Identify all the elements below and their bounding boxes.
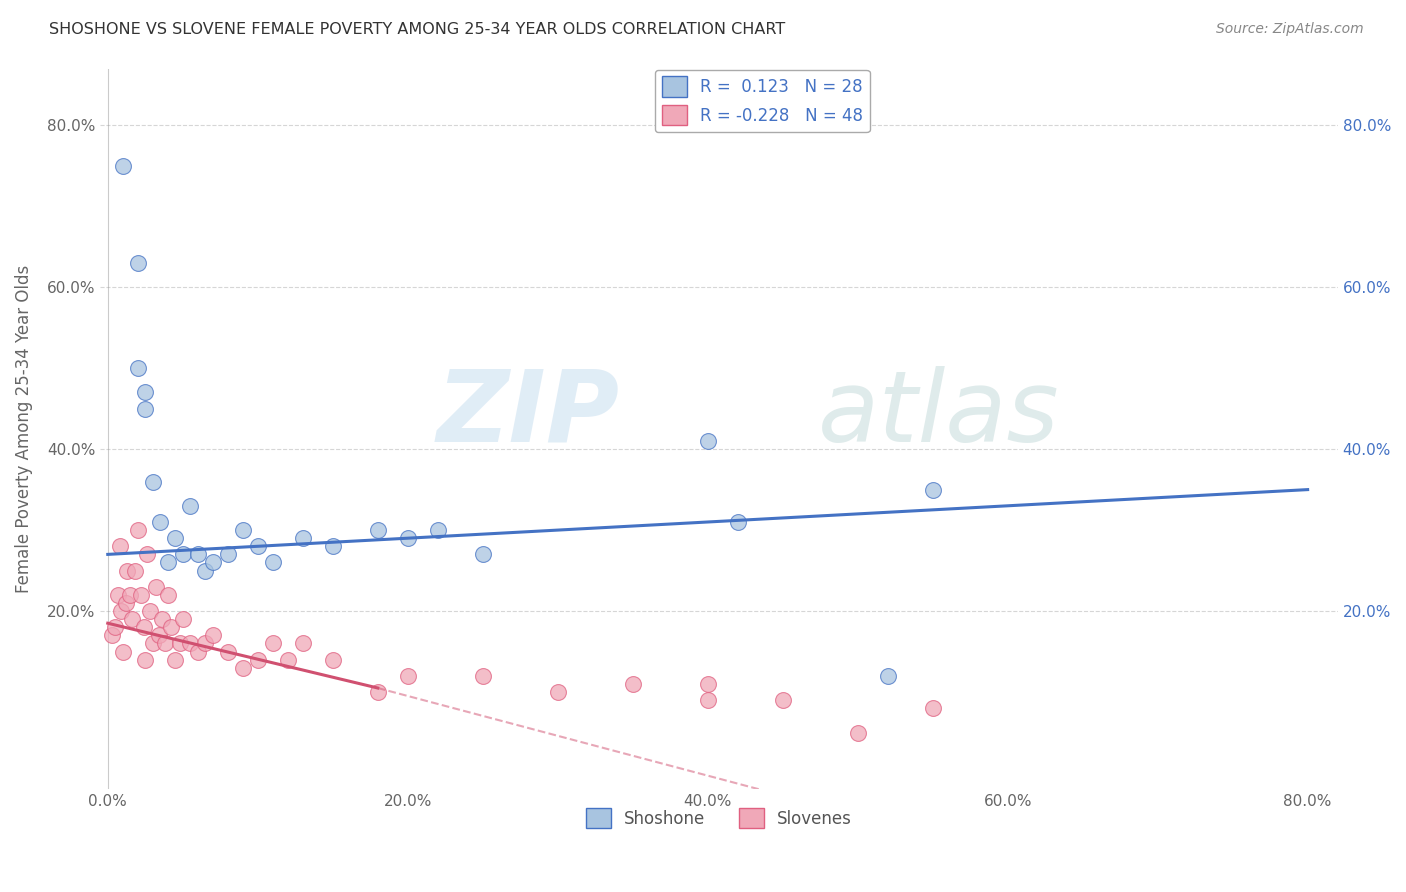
Point xyxy=(179,636,201,650)
Point xyxy=(110,604,132,618)
Point xyxy=(172,548,194,562)
Point xyxy=(149,515,172,529)
Point xyxy=(153,636,176,650)
Point xyxy=(232,523,254,537)
Point xyxy=(696,693,718,707)
Point xyxy=(169,636,191,650)
Point xyxy=(148,628,170,642)
Point xyxy=(111,159,134,173)
Point xyxy=(124,564,146,578)
Point xyxy=(367,685,389,699)
Point xyxy=(132,620,155,634)
Point xyxy=(111,644,134,658)
Text: ZIP: ZIP xyxy=(437,366,620,463)
Point xyxy=(277,653,299,667)
Point xyxy=(727,515,749,529)
Point xyxy=(107,588,129,602)
Point xyxy=(129,588,152,602)
Point xyxy=(367,523,389,537)
Point xyxy=(142,636,165,650)
Point xyxy=(322,653,344,667)
Point xyxy=(547,685,569,699)
Point xyxy=(150,612,173,626)
Point xyxy=(471,548,494,562)
Point xyxy=(322,539,344,553)
Point xyxy=(621,677,644,691)
Point xyxy=(145,580,167,594)
Point xyxy=(194,636,217,650)
Point xyxy=(262,636,284,650)
Point xyxy=(127,256,149,270)
Point xyxy=(921,483,943,497)
Point xyxy=(696,434,718,448)
Point xyxy=(187,548,209,562)
Point xyxy=(217,644,239,658)
Point xyxy=(104,620,127,634)
Point xyxy=(127,523,149,537)
Point xyxy=(187,644,209,658)
Point xyxy=(165,531,187,545)
Point xyxy=(117,564,139,578)
Point xyxy=(114,596,136,610)
Point xyxy=(262,556,284,570)
Y-axis label: Female Poverty Among 25-34 Year Olds: Female Poverty Among 25-34 Year Olds xyxy=(15,265,32,593)
Text: atlas: atlas xyxy=(818,366,1060,463)
Point xyxy=(426,523,449,537)
Point xyxy=(156,556,179,570)
Point xyxy=(846,725,869,739)
Point xyxy=(127,361,149,376)
Legend: Shoshone, Slovenes: Shoshone, Slovenes xyxy=(579,801,859,835)
Point xyxy=(108,539,131,553)
Point xyxy=(471,669,494,683)
Point xyxy=(172,612,194,626)
Point xyxy=(876,669,898,683)
Point xyxy=(156,588,179,602)
Point xyxy=(921,701,943,715)
Point xyxy=(201,556,224,570)
Point xyxy=(396,531,419,545)
Point xyxy=(232,661,254,675)
Point xyxy=(396,669,419,683)
Point xyxy=(121,612,143,626)
Point xyxy=(291,531,314,545)
Point xyxy=(201,628,224,642)
Point xyxy=(696,677,718,691)
Point xyxy=(165,653,187,667)
Point xyxy=(134,653,156,667)
Point xyxy=(291,636,314,650)
Point xyxy=(246,539,269,553)
Point xyxy=(134,385,156,400)
Point xyxy=(120,588,142,602)
Point xyxy=(246,653,269,667)
Point xyxy=(772,693,794,707)
Point xyxy=(135,548,157,562)
Text: Source: ZipAtlas.com: Source: ZipAtlas.com xyxy=(1216,22,1364,37)
Point xyxy=(134,401,156,416)
Point xyxy=(142,475,165,489)
Point xyxy=(179,499,201,513)
Text: SHOSHONE VS SLOVENE FEMALE POVERTY AMONG 25-34 YEAR OLDS CORRELATION CHART: SHOSHONE VS SLOVENE FEMALE POVERTY AMONG… xyxy=(49,22,786,37)
Point xyxy=(194,564,217,578)
Point xyxy=(139,604,162,618)
Point xyxy=(159,620,181,634)
Point xyxy=(101,628,124,642)
Point xyxy=(217,548,239,562)
